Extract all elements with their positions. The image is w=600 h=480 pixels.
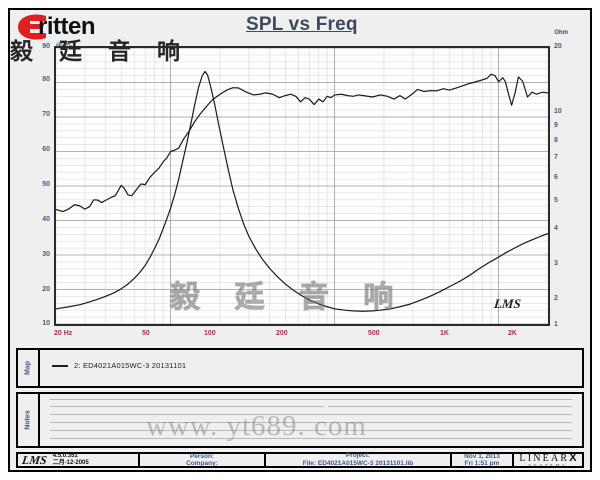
person-label: Person: <box>189 452 215 460</box>
brand-text: ritten <box>38 13 96 40</box>
y2-tick-7: 7 <box>554 154 558 161</box>
page-title: SPL vs Freq <box>246 14 358 35</box>
report-header: ritten SPL vs Freq Ohm <box>10 10 590 42</box>
y2-tick-4: 4 <box>554 225 558 232</box>
note-line <box>50 414 572 415</box>
map-tab-label: Map <box>24 361 32 375</box>
left-axis-unit-label: dB SPL <box>56 42 73 47</box>
note-line <box>50 422 572 423</box>
plot-canvas[interactable] <box>54 46 550 326</box>
note-line <box>50 399 572 400</box>
legend-item[interactable]: 2: ED4021A015WC-3 20131101 <box>52 361 186 370</box>
y-tick-10: 10 <box>42 320 50 327</box>
x-tick-200: 200 <box>276 330 288 337</box>
report-frame: ritten SPL vs Freq Ohm dB SPL 90 80 70 6… <box>8 8 592 472</box>
footer-app-cell: LMS 4.5.0.351 二月-12-2005 <box>18 452 140 468</box>
footer-project-cell[interactable]: Project: File: ED4021A015WC-3 20131101.l… <box>266 452 452 467</box>
y-tick-30: 30 <box>42 251 50 258</box>
linearx-x: X <box>569 452 577 464</box>
app-build-date: 二月-12-2005 <box>52 460 89 466</box>
report-date: Nov 1, 2013 <box>464 452 500 460</box>
map-panel-body[interactable]: 2: ED4021A015WC-3 20131101 <box>40 350 582 386</box>
map-panel: Map 2: ED4021A015WC-3 20131101 <box>16 348 584 388</box>
file-label: File: ED4021A015WC-3 20131101.lib <box>302 460 414 467</box>
y-tick-20: 20 <box>42 286 50 293</box>
x-tick-50: 50 <box>142 330 150 337</box>
project-label: Project: <box>345 452 371 459</box>
linearx-name: LINEAR <box>519 453 570 464</box>
footer-date-cell: Nov 1, 2013 Fri 1:51 pm <box>452 452 514 467</box>
note-line <box>50 406 324 407</box>
impedance-curve <box>56 70 548 312</box>
c-arc-logo-icon <box>18 14 46 40</box>
y2-tick-9: 9 <box>554 122 558 129</box>
y2-tick-6: 6 <box>554 174 558 181</box>
grid-major <box>56 48 548 324</box>
x-tick-2k: 2K <box>508 330 517 337</box>
footer-version-block: 4.5.0.351 二月-12-2005 <box>53 453 89 468</box>
legend-line-swatch <box>52 364 68 367</box>
y2-tick-5: 5 <box>554 197 558 204</box>
y2-tick-10: 10 <box>554 108 562 115</box>
y2-tick-1: 1 <box>554 321 558 328</box>
report-footer: LMS 4.5.0.351 二月-12-2005 Person: Company… <box>16 452 584 468</box>
linearx-subtitle: SYSTEMS <box>528 463 568 468</box>
y-tick-90: 90 <box>42 43 50 50</box>
x-tick-500: 500 <box>368 330 380 337</box>
spl-curve <box>56 73 548 213</box>
x-tick-100: 100 <box>204 330 216 337</box>
notes-panel: Notes <box>16 392 584 448</box>
note-line <box>50 430 572 431</box>
y-tick-60: 60 <box>42 146 50 153</box>
legend-label: 2: ED4021A015WC-3 20131101 <box>74 361 187 370</box>
note-line <box>50 438 572 439</box>
y2-tick-2: 2 <box>554 295 558 302</box>
linearx-wordmark: LINEAR X <box>519 452 576 464</box>
plot-svg <box>56 48 548 324</box>
footer-person-cell[interactable]: Person: Company: <box>140 452 266 467</box>
y-tick-50: 50 <box>42 181 50 188</box>
y2-tick-20: 20 <box>554 43 562 50</box>
linearx-logo: LINEAR X SYSTEMS <box>517 452 579 468</box>
notes-tab-label: Notes <box>24 410 32 430</box>
notes-panel-body[interactable] <box>40 394 582 446</box>
y-tick-40: 40 <box>42 216 50 223</box>
map-tab[interactable]: Map <box>18 350 40 386</box>
footer-vendor-cell: LINEAR X SYSTEMS <box>514 452 582 468</box>
plot-lms-watermark: LMS <box>493 296 522 311</box>
note-line <box>328 406 572 407</box>
chart-area: dB SPL 90 80 70 60 50 40 30 20 10 20 10 … <box>16 38 584 344</box>
right-axis-unit-label: Ohm <box>554 30 568 36</box>
company-label: Company: <box>186 460 218 467</box>
notes-tab[interactable]: Notes <box>18 394 40 446</box>
lms-logo: LMS <box>21 452 48 467</box>
x-tick-1k: 1K <box>440 330 449 337</box>
report-time: Fri 1:51 pm <box>464 460 500 467</box>
app-version: 4.5.0.351 <box>52 452 78 459</box>
y-tick-80: 80 <box>42 76 50 83</box>
y2-tick-3: 3 <box>554 260 558 267</box>
x-tick-20hz: 20 Hz <box>54 330 73 337</box>
y2-tick-8: 8 <box>554 137 558 144</box>
y-tick-70: 70 <box>42 111 50 118</box>
